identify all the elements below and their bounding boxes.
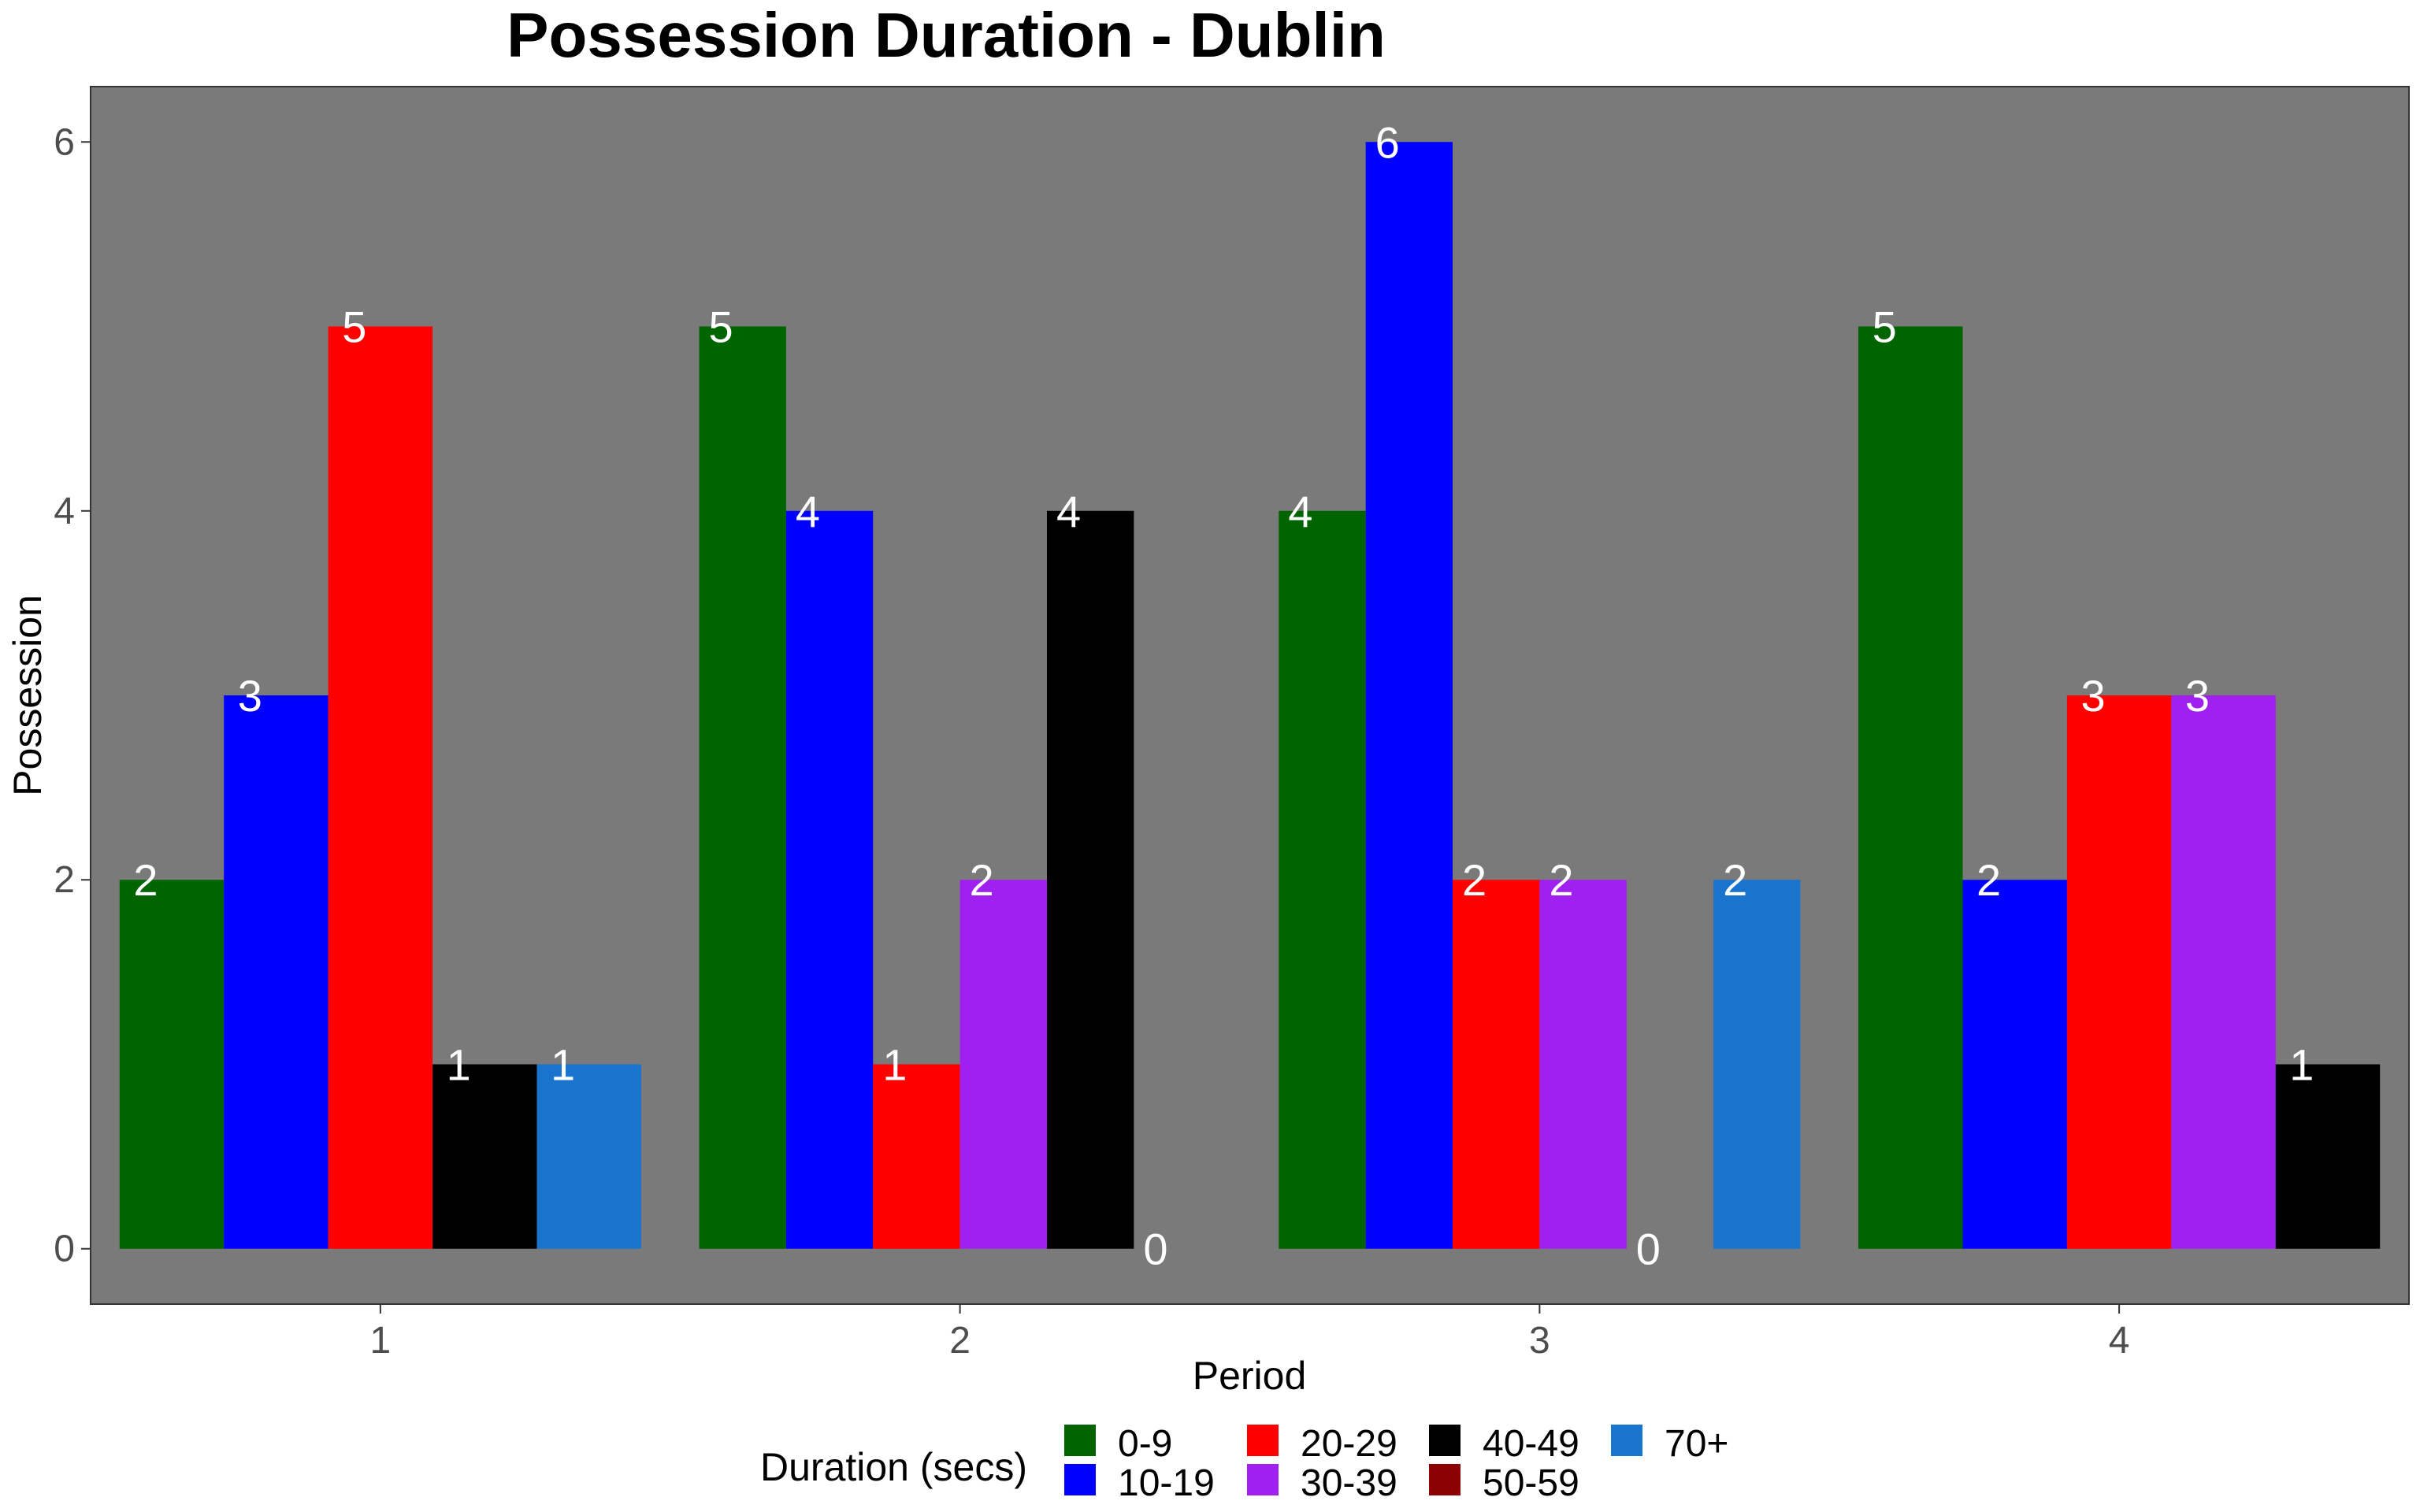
bar-30-39 [1539,880,1627,1249]
bar-value-label: 6 [1375,117,1400,167]
chart-title: Possession Duration - Dublin [507,0,1386,70]
bar-value-label: 0 [1636,1225,1661,1274]
bar-40-49 [2275,1064,2381,1249]
bar-20-29 [2066,695,2172,1249]
bar-value-label: 2 [970,855,994,905]
y-axis: 0 2 4 6 [54,121,91,1270]
bar-value-label: 4 [1056,487,1081,536]
x-axis-title: Period [1193,1354,1307,1398]
bar-value-label: 1 [447,1040,471,1089]
bar-value-label: 5 [342,302,366,352]
x-axis: 1 2 3 4 [370,1304,2130,1362]
bar-value-label: 3 [2080,671,2105,721]
bar-0-9 [1858,326,1963,1249]
bar-10-19 [224,695,328,1249]
legend-label: 30-39 [1301,1462,1397,1504]
bar-10-19 [1365,142,1453,1249]
legend-label: 20-29 [1301,1423,1397,1465]
bar-0-9 [699,326,786,1249]
y-axis-title: Possession [6,595,50,796]
bar-40-49 [1046,510,1134,1249]
bar-0-9 [119,880,225,1249]
bar-20-29 [1453,880,1540,1249]
bar-10-19 [1962,880,2067,1249]
bar-value-label: 2 [133,855,158,905]
bar-70plus [1713,880,1801,1249]
bar-value-label: 1 [882,1040,907,1089]
legend-title: Duration (secs) [760,1445,1027,1489]
x-tick-label: 4 [2109,1320,2130,1362]
y-tick-label: 4 [54,491,75,532]
legend-key [1247,1425,1279,1456]
bar-0-9 [1279,510,1366,1249]
legend-label: 50-59 [1483,1462,1579,1504]
legend-key [1064,1425,1096,1456]
bar-10-19 [785,510,874,1249]
legend-key [1064,1464,1096,1495]
bar-30-39 [959,880,1047,1249]
y-tick-label: 0 [54,1228,75,1270]
legend-label: 0-9 [1118,1423,1172,1465]
legend-label: 10-19 [1118,1462,1215,1504]
bar-value-label: 2 [1462,855,1487,905]
bar-value-label: 1 [2289,1040,2314,1089]
bar-value-label: 2 [1723,855,1747,905]
legend-label: 70+ [1665,1423,1728,1465]
bar-value-label: 4 [796,487,820,536]
legend-key [1429,1464,1461,1495]
bar-20-29 [873,1064,960,1249]
legend-key [1247,1464,1279,1495]
x-tick-label: 2 [949,1320,971,1362]
bar-value-label: 0 [1143,1225,1167,1274]
bar-20-29 [328,326,433,1249]
bar-value-label: 5 [1873,302,1897,352]
legend-label: 40-49 [1483,1423,1579,1465]
y-tick-label: 2 [54,859,75,901]
x-tick-label: 1 [370,1320,392,1362]
bar-70plus [536,1064,641,1249]
bar-40-49 [432,1064,537,1249]
bar-30-39 [2171,695,2276,1249]
y-tick-label: 6 [54,121,75,163]
legend-key [1429,1425,1461,1456]
x-tick-label: 3 [1529,1320,1550,1362]
legend-key [1611,1425,1642,1456]
bar-value-label: 2 [1976,855,2001,905]
data-labels: 2 3 5 1 1 5 4 1 2 4 0 4 6 2 2 0 2 5 2 3 3 1 [133,117,2314,1273]
bar-value-label: 2 [1549,855,1573,905]
bar-value-label: 5 [709,302,733,352]
bar-value-label: 3 [238,671,262,721]
bar-value-label: 4 [1288,487,1312,536]
bar-value-label: 3 [2185,671,2210,721]
bar-value-label: 1 [551,1040,575,1089]
bars [119,142,2381,1249]
